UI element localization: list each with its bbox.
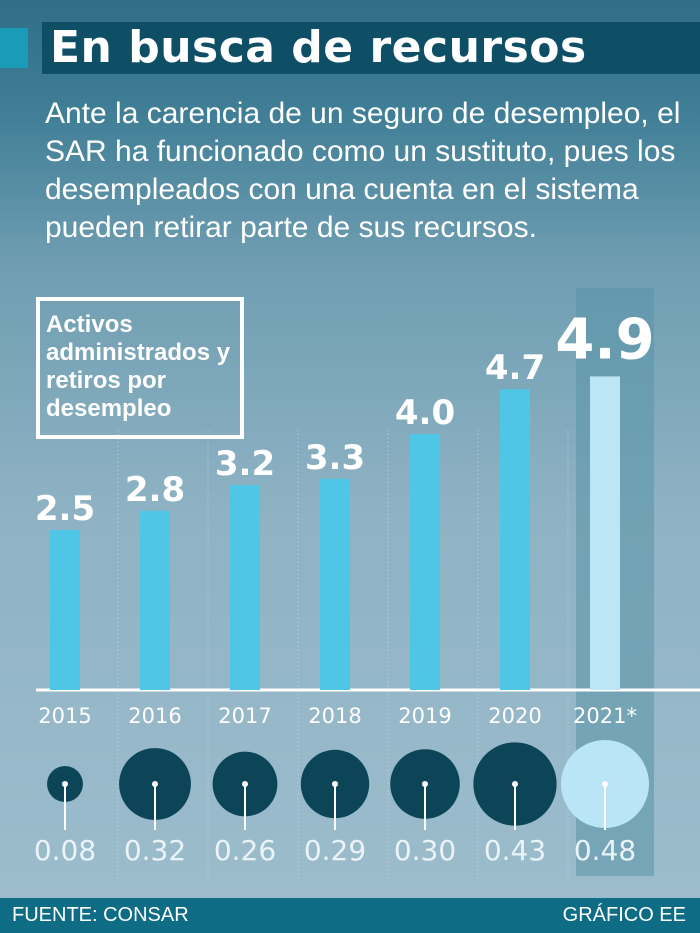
circle-center-dot <box>332 781 338 787</box>
circle-center-dot <box>242 781 248 787</box>
page-title: En busca de recursos <box>50 22 587 73</box>
circle-center-dot <box>602 781 608 787</box>
footer-bar <box>0 898 700 933</box>
circle-center-dot <box>62 781 68 787</box>
title-background <box>42 22 700 74</box>
bar-value-label: 4.0 <box>395 393 455 433</box>
footer-credit: GRÁFICO EE <box>562 904 686 926</box>
bar <box>320 478 350 690</box>
year-tick-label: 2018 <box>308 704 361 728</box>
withdrawal-value-label: 0.30 <box>394 834 456 867</box>
title-accent <box>0 28 28 68</box>
withdrawal-value-label: 0.32 <box>124 834 186 867</box>
legend-label: Activos administrados y retiros por dese… <box>46 311 231 422</box>
year-tick-label: 2016 <box>128 704 181 728</box>
bar <box>140 510 170 690</box>
year-tick-label: 2015 <box>38 704 91 728</box>
bar <box>230 485 260 690</box>
bar-value-label: 4.7 <box>485 348 545 388</box>
year-tick-label: 2021* <box>573 704 637 728</box>
bar-value-label: 3.3 <box>305 438 365 478</box>
bar <box>410 434 440 690</box>
subtitle: Ante la carencia de un seguro de desempl… <box>45 97 681 244</box>
withdrawal-value-label: 0.43 <box>484 834 546 867</box>
withdrawal-value-label: 0.26 <box>214 834 276 867</box>
footer-source: FUENTE: CONSAR <box>12 904 189 926</box>
bar <box>50 530 80 690</box>
bar-value-label: 3.2 <box>215 444 275 484</box>
circle-center-dot <box>512 781 518 787</box>
bar <box>590 376 620 690</box>
bar <box>500 389 530 690</box>
withdrawal-value-label: 0.48 <box>574 834 636 867</box>
year-tick-label: 2017 <box>218 704 271 728</box>
circle-center-dot <box>422 781 428 787</box>
circle-center-dot <box>152 781 158 787</box>
bar-value-label: 2.5 <box>35 489 95 529</box>
bar-value-label: 2.8 <box>125 470 185 510</box>
withdrawal-value-label: 0.08 <box>34 834 96 867</box>
withdrawal-value-label: 0.29 <box>304 834 366 867</box>
legend-box <box>36 297 244 439</box>
year-tick-label: 2020 <box>488 704 541 728</box>
bar-value-label: 4.9 <box>555 307 654 372</box>
year-tick-label: 2019 <box>398 704 451 728</box>
